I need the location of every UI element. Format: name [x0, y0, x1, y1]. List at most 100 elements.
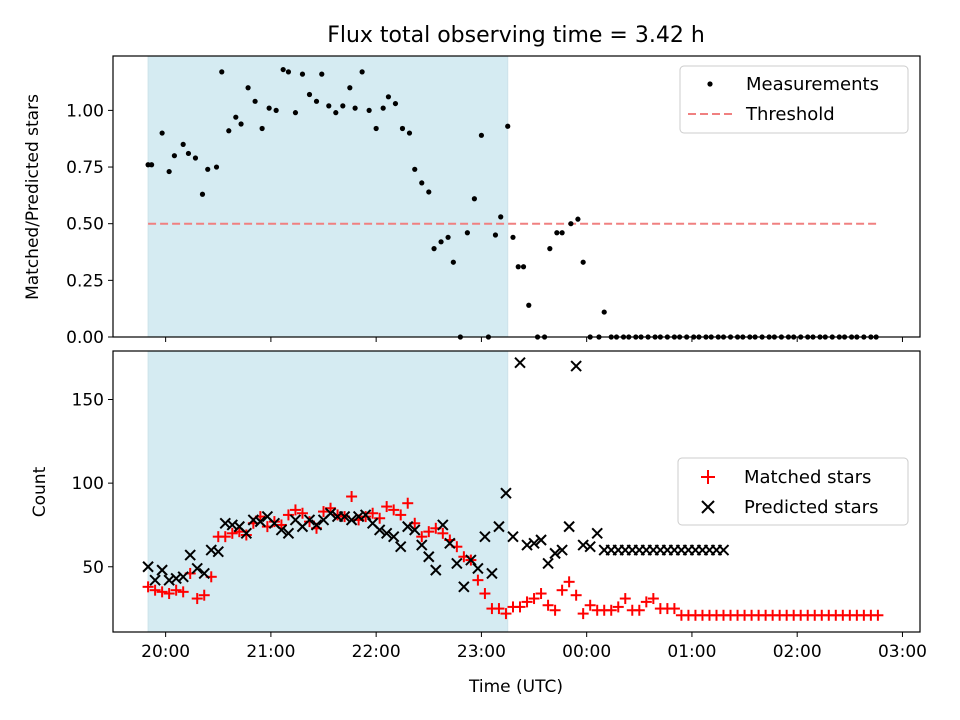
measurement-point	[285, 69, 292, 75]
measurement-point	[559, 230, 565, 236]
matched-star-point	[633, 604, 645, 616]
y-tick-label: 0.75	[66, 158, 104, 178]
measurement-point	[192, 155, 199, 161]
predicted-star-point	[184, 549, 196, 561]
x-tick-label: 00:00	[562, 642, 611, 662]
matched-star-point	[170, 584, 182, 596]
predicted-star-point	[345, 514, 358, 526]
matched-star-point	[346, 491, 358, 503]
matched-star-point	[514, 601, 526, 613]
matched-star-point	[556, 584, 568, 596]
measurement-point	[148, 162, 155, 168]
matched-star-point	[563, 576, 575, 588]
predicted-star-point	[254, 515, 267, 528]
predicted-star-point	[479, 530, 491, 543]
bottom-y-axis-label: Count	[30, 466, 50, 517]
bottom-matched-points	[142, 491, 884, 621]
predicted-star-point	[338, 510, 351, 523]
matched-star-point	[584, 599, 596, 611]
chart-title: Flux total observing time = 3.42 h	[327, 23, 705, 48]
matched-star-point	[367, 507, 379, 519]
measurement-point	[450, 259, 456, 265]
matched-star-point	[318, 506, 330, 518]
measurement-point	[498, 214, 504, 220]
y-tick-label: 0.00	[66, 328, 104, 348]
matched-star-point	[240, 529, 252, 541]
predicted-star-point	[324, 507, 337, 519]
measurement-point	[166, 168, 172, 175]
measurement-point	[205, 166, 211, 172]
matched-star-point	[647, 593, 659, 605]
measurement-point	[352, 105, 358, 111]
legend-label-threshold: Threshold	[745, 104, 835, 125]
measurement-point	[419, 180, 425, 186]
matched-star-point	[360, 511, 372, 523]
top-panel: 0.00 0.25 0.50 0.75 1.00 Matched/Predicted s…	[23, 55, 921, 348]
measurement-point	[547, 246, 553, 252]
predicted-star-point	[486, 567, 498, 580]
y-tick-label: 150	[72, 391, 104, 411]
predicted-star-point	[528, 537, 540, 550]
x-tick-label: 02:00	[773, 642, 822, 662]
predicted-star-point	[387, 530, 400, 543]
measurement-point	[299, 71, 306, 77]
measurement-point	[471, 196, 477, 202]
legend-marker-predicted	[701, 500, 715, 514]
matched-star-point	[612, 601, 624, 613]
measurement-point	[575, 216, 581, 222]
matched-star-point	[437, 527, 449, 539]
matched-star-point	[402, 497, 414, 509]
measurement-point	[226, 128, 232, 134]
top-data-points	[145, 66, 879, 340]
matched-star-point	[668, 603, 680, 615]
matched-star-point	[605, 604, 617, 616]
predicted-star-point	[373, 524, 386, 536]
predicted-star-point	[395, 540, 407, 553]
matched-star-point	[549, 604, 561, 616]
measurement-point	[159, 130, 165, 136]
measurement-point	[233, 114, 239, 120]
predicted-star-point	[542, 557, 554, 570]
predicted-star-point	[507, 530, 519, 543]
predicted-star-point	[549, 547, 561, 560]
matched-star-point	[289, 504, 301, 516]
top-legend: Measurements Threshold	[679, 65, 909, 134]
predicted-star-point	[500, 487, 512, 499]
measurement-point	[373, 125, 379, 132]
matched-star-point	[191, 593, 203, 605]
predicted-star-point	[591, 527, 603, 540]
matched-star-point	[296, 507, 308, 519]
measurement-point	[478, 132, 485, 138]
matched-star-point	[640, 596, 652, 608]
measurement-point	[245, 85, 251, 91]
legend-label-predicted: Predicted stars	[744, 497, 878, 518]
matched-star-point	[198, 589, 210, 601]
measurement-point	[280, 66, 286, 73]
predicted-star-point	[458, 581, 470, 593]
predicted-star-point	[282, 527, 295, 540]
predicted-star-point	[521, 539, 533, 551]
predicted-star-point	[240, 527, 253, 540]
measurement-point	[526, 302, 532, 308]
bottom-legend: Matched stars Predicted stars	[677, 457, 909, 526]
x-tick-label: 03:00	[878, 642, 927, 662]
measurement-point	[340, 103, 346, 109]
predicted-star-point	[451, 557, 463, 570]
measurement-point	[347, 85, 353, 91]
predicted-star-point	[142, 561, 154, 573]
bottom-predicted-points	[142, 357, 730, 593]
predicted-star-point	[423, 551, 435, 563]
top-x-ticks	[165, 337, 903, 342]
bottom-shaded-region	[147, 350, 509, 633]
measurement-point	[431, 246, 437, 252]
matched-star-point	[570, 589, 582, 601]
measurement-point	[219, 69, 225, 75]
measurement-point	[520, 264, 527, 270]
matched-star-point	[521, 596, 533, 608]
top-y-ticks: 0.00 0.25 0.50 0.75 1.00	[66, 101, 113, 348]
predicted-star-point	[570, 360, 582, 372]
measurement-point	[392, 100, 399, 107]
measurement-point	[601, 309, 607, 315]
measurement-point	[326, 103, 332, 109]
